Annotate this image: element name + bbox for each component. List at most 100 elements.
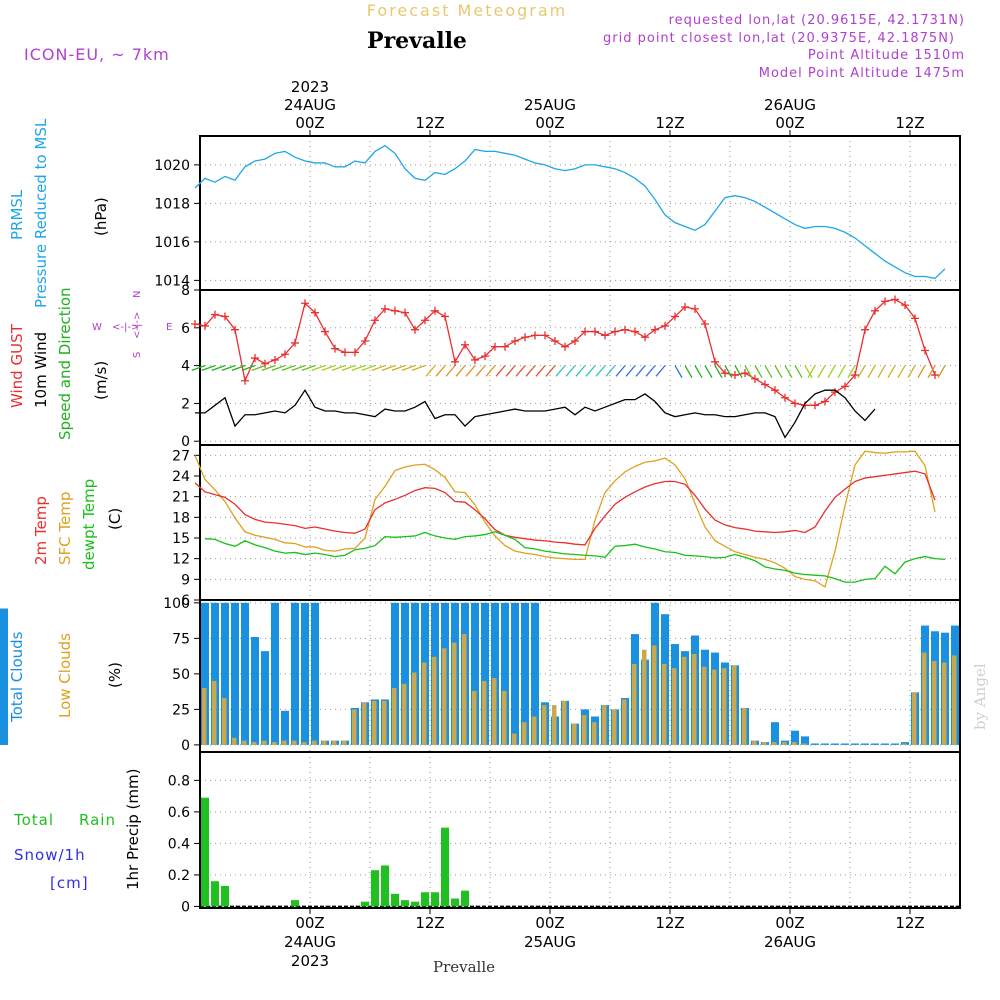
bottom-time-label: 12Z	[655, 914, 684, 932]
wind-direction-arrow	[907, 365, 916, 379]
rain-bar	[361, 901, 369, 907]
total-rain-label-b: Rain	[79, 811, 116, 829]
low-cloud-bar	[722, 668, 727, 745]
wind-direction-arrow	[937, 365, 946, 379]
gust-marker	[881, 297, 889, 306]
wind-direction-arrow	[877, 365, 886, 379]
low-cloud-bar	[412, 672, 417, 745]
gust-marker	[721, 369, 729, 378]
gust-marker	[621, 325, 629, 334]
gust-marker	[911, 314, 919, 323]
gust-marker	[421, 316, 429, 325]
y-tick-label: 0.8	[168, 773, 190, 789]
gust-marker	[891, 295, 899, 304]
gust-marker	[651, 325, 659, 334]
wind-direction-arrow	[724, 365, 733, 379]
wind-direction-arrow	[535, 365, 546, 377]
gust-marker	[391, 306, 399, 315]
wind-direction-arrow	[857, 365, 866, 379]
gust-marker	[321, 327, 329, 336]
total-cloud-bar	[501, 602, 509, 745]
sfc-label: SFC Temp	[56, 492, 74, 565]
wind-direction-arrow	[595, 365, 606, 377]
total-cloud-bar	[521, 602, 529, 745]
total-cloud-bar	[861, 743, 869, 745]
low-cloud-label: Low Clouds	[56, 633, 74, 718]
rain-bar	[421, 892, 429, 907]
gust-marker	[571, 337, 579, 346]
total-cloud-bar	[221, 602, 229, 745]
pressure-labels: PRMSL Pressure Reduced to MSL (hPa)	[8, 118, 110, 308]
wind-direction-arrow	[917, 365, 926, 379]
bottom-time-label: 00Z	[775, 914, 804, 932]
sfc-temp-line	[194, 450, 936, 588]
y-tick-label: 1020	[154, 158, 190, 174]
total-cloud-bar	[231, 602, 239, 745]
low-cloud-bar	[612, 709, 617, 745]
low-cloud-bar	[792, 742, 797, 745]
gust-marker	[411, 325, 419, 334]
y-tick-label: 27	[172, 448, 190, 464]
rain-bar	[391, 893, 399, 907]
rain-bar	[431, 892, 439, 907]
low-cloud-bar	[622, 699, 627, 745]
total-cloud-bar	[511, 602, 519, 745]
wind-direction-arrow	[505, 365, 516, 377]
wind-direction-arrow	[784, 365, 793, 379]
gust-marker	[291, 338, 299, 347]
gust-marker	[771, 386, 779, 395]
gust-line	[194, 298, 936, 406]
model-altitude: Model Point Altitude 1475m	[759, 66, 965, 81]
wind-direction-arrow	[321, 364, 336, 372]
bottom-time-label: 00Z	[295, 914, 324, 932]
low-cloud-bar	[802, 743, 807, 745]
total-cloud-label: Total Clouds	[8, 631, 26, 723]
low-cloud-bar	[312, 740, 317, 745]
rain-bar	[221, 885, 229, 907]
gust-marker	[841, 382, 849, 391]
gust-marker	[781, 393, 789, 402]
gust-marker	[871, 306, 879, 315]
wind-direction-arrow	[221, 364, 236, 372]
top-time-label: 00Z	[775, 114, 804, 132]
wind-direction-arrow	[704, 365, 713, 379]
total-cloud-bar	[891, 743, 899, 745]
gust-marker	[611, 327, 619, 336]
low-cloud-bar	[572, 723, 577, 745]
gust-marker	[741, 369, 749, 378]
wind-direction-arrow	[271, 364, 286, 372]
rain-bar	[441, 827, 449, 907]
compass-w: W	[92, 322, 102, 333]
rain-bar	[291, 900, 299, 907]
total-cloud-bar	[211, 602, 219, 745]
gust-marker	[221, 312, 229, 321]
gridpoint-coords: grid point closest lon,lat (20.9375E, 42…	[603, 31, 955, 46]
gust-label: Wind GUST	[8, 323, 26, 408]
gust-marker	[591, 327, 599, 336]
total-cloud-bar	[201, 602, 209, 745]
rain-bar	[461, 890, 469, 907]
bottom-time-label: 12Z	[415, 914, 444, 932]
low-cloud-bar	[222, 698, 227, 745]
wind-direction-arrow	[744, 365, 753, 379]
gust-marker	[251, 354, 259, 363]
top-time-label: 2023	[291, 78, 329, 96]
total-cloud-bar	[791, 730, 799, 745]
y-tick-label: 12	[172, 552, 190, 568]
bottom-time-label: 25AUG	[524, 933, 576, 951]
gust-marker	[341, 348, 349, 357]
low-cloud-bar	[272, 742, 277, 745]
cloud-unit: (%)	[106, 662, 124, 688]
low-cloud-bar	[332, 740, 337, 745]
compass-ns: <-|->	[132, 312, 143, 339]
gust-marker	[351, 348, 359, 357]
bottom-time-label: 12Z	[895, 914, 924, 932]
bottom-time-label: 2023	[291, 952, 329, 970]
low-cloud-bar	[652, 645, 657, 745]
wind-direction-arrow	[435, 365, 446, 377]
top-time-label: 24AUG	[284, 96, 336, 114]
snow-label: Snow/1h	[14, 846, 86, 864]
y-tick-label: 15	[172, 531, 190, 547]
panel-clouds: 0 25 50 75 100	[0, 596, 961, 754]
